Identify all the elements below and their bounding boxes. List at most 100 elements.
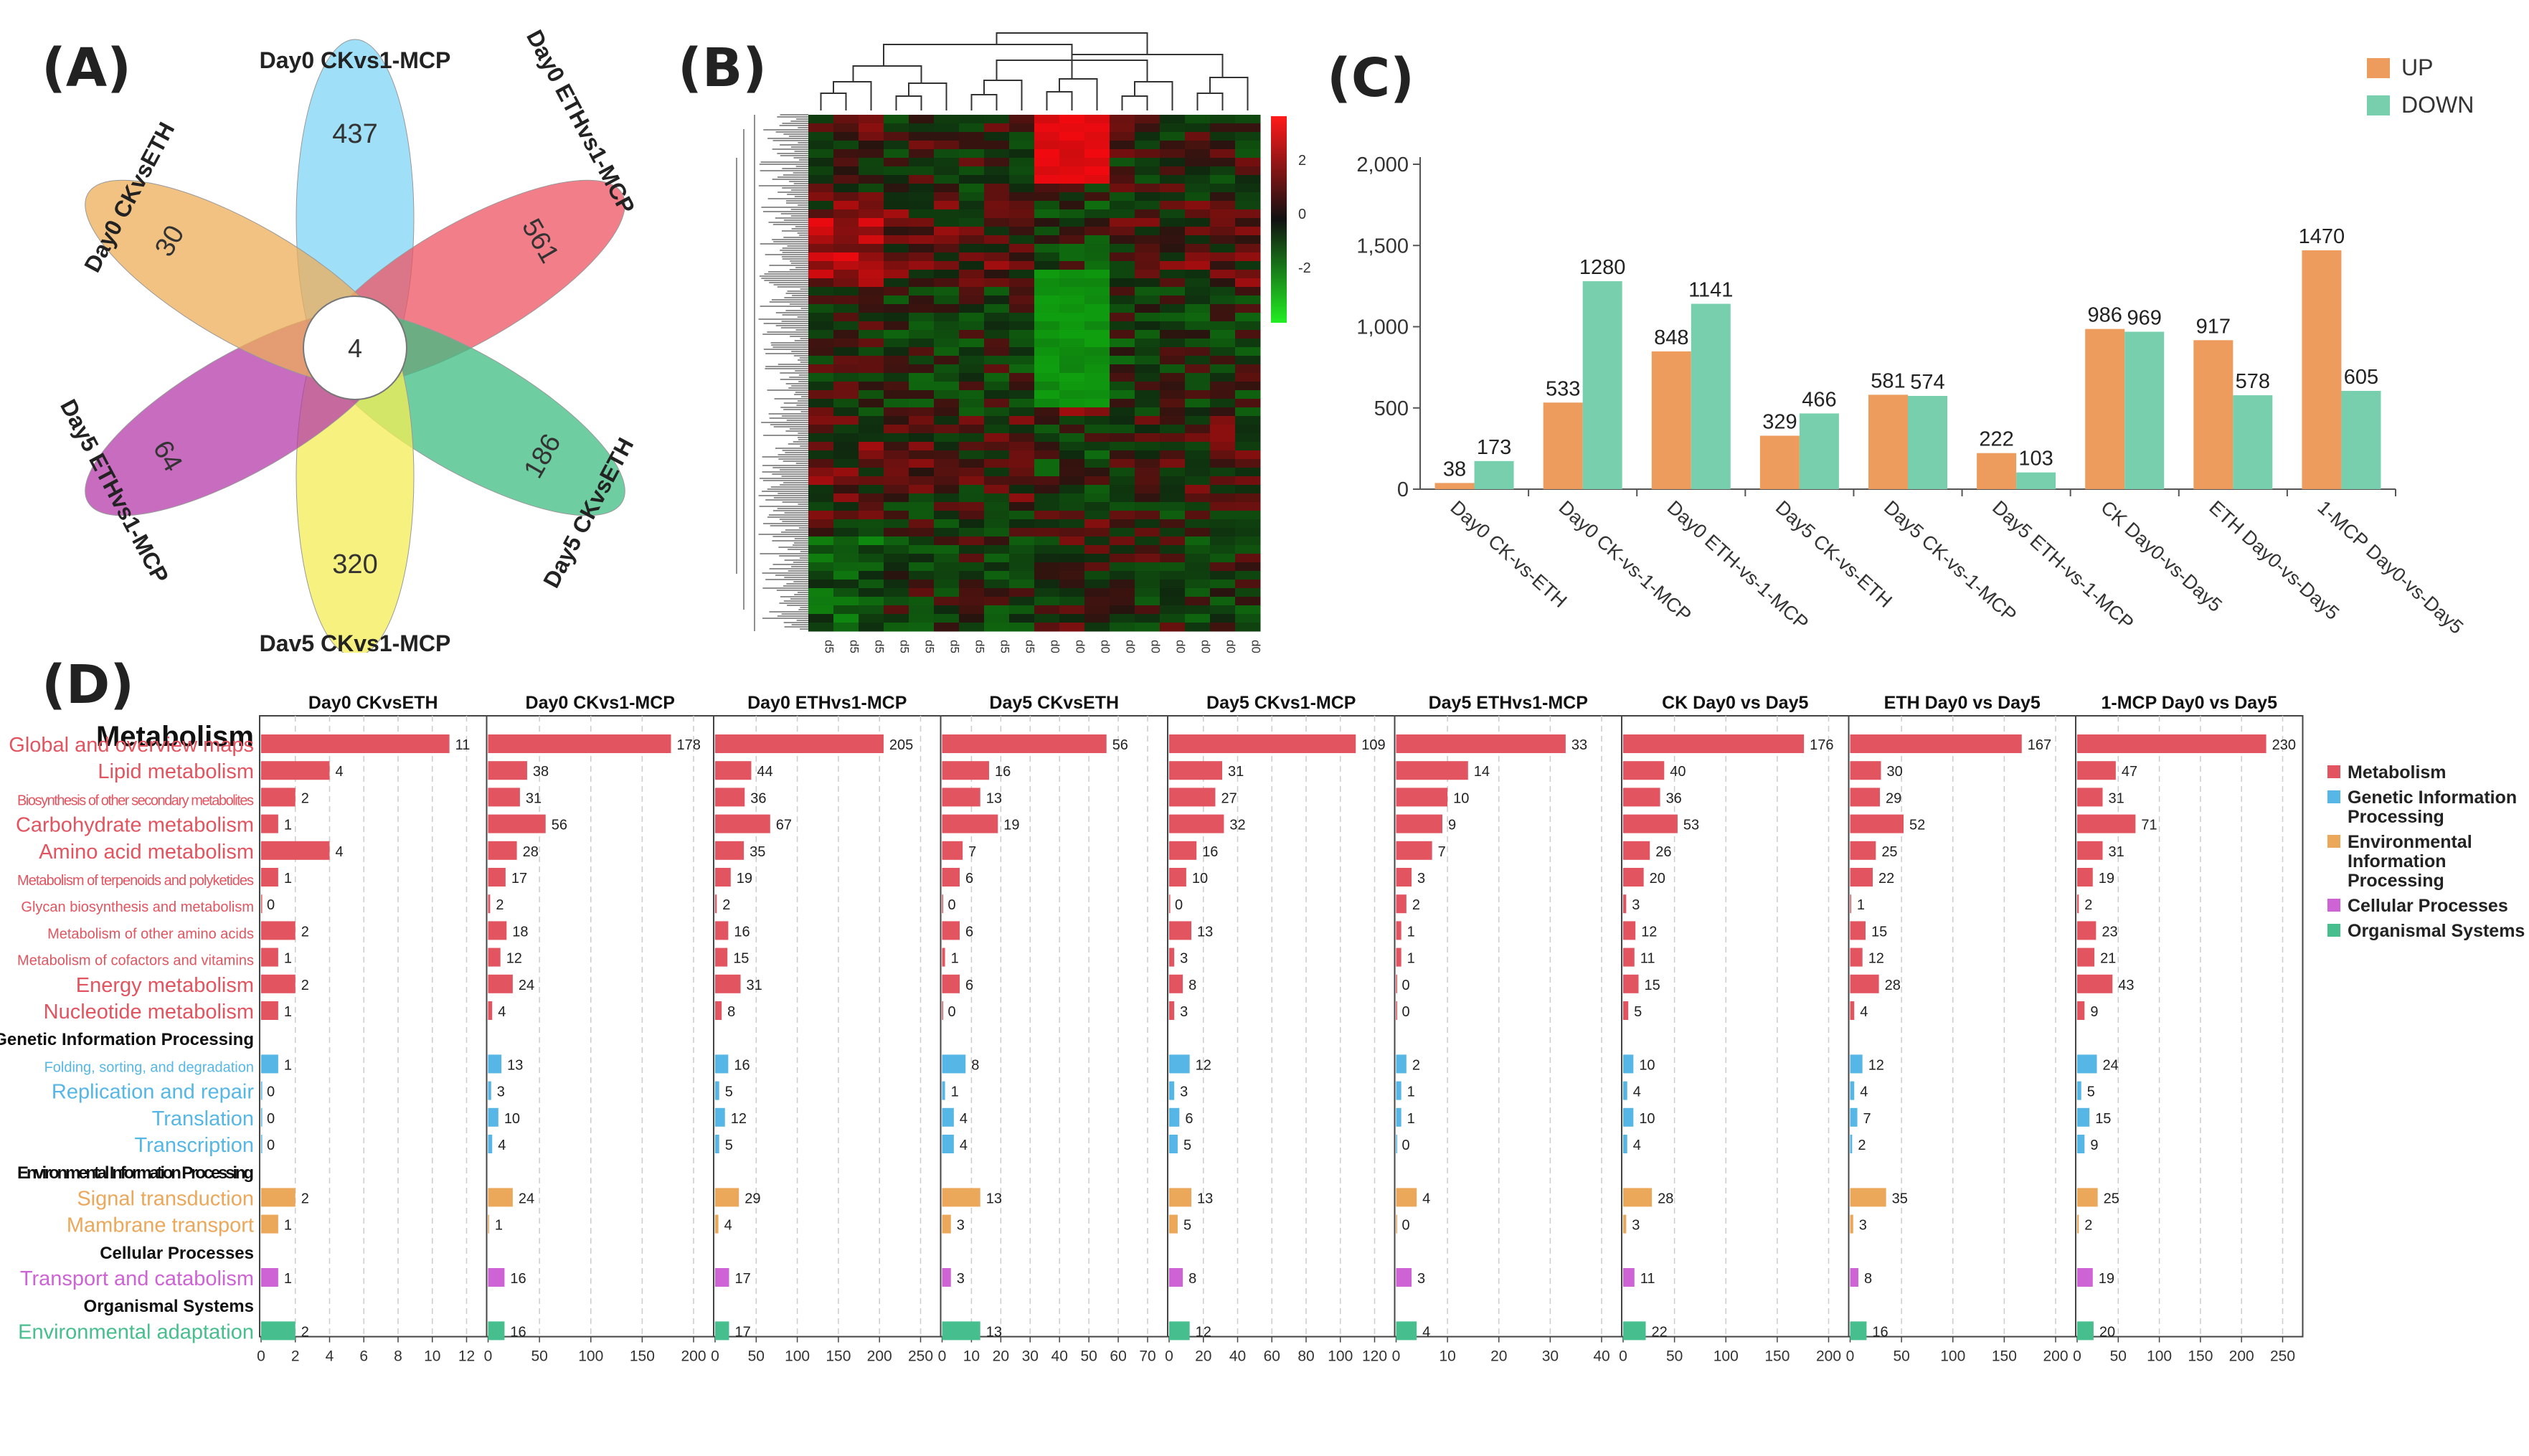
kegg-bar <box>261 947 278 967</box>
x-tick-label: 100 <box>578 1348 603 1365</box>
heatmap-cell <box>1135 511 1160 520</box>
x-tick-label: 150 <box>1764 1348 1790 1365</box>
heatmap-cell <box>1135 528 1160 537</box>
heatmap-left-dendrogram <box>736 114 808 631</box>
dendrogram-link <box>970 94 998 110</box>
heatmap-cell <box>1110 115 1135 124</box>
kegg-bar <box>488 1135 493 1153</box>
heatmap-cell <box>1160 588 1186 597</box>
kegg-bar <box>261 894 263 914</box>
heatmap-cell <box>833 476 859 486</box>
legend-up-label: UP <box>2401 55 2433 80</box>
heatmap-cell <box>808 356 834 365</box>
dendrogram-link <box>1121 95 1148 110</box>
heatmap-cell <box>1110 347 1135 356</box>
heatmap-cell <box>984 485 1010 494</box>
heatmap-cell <box>833 313 859 322</box>
heatmap-cell <box>909 425 935 434</box>
heatmap-cell <box>884 313 909 322</box>
kegg-bar-value: 0 <box>267 1111 275 1127</box>
heatmap-cell <box>1235 158 1261 167</box>
heatmap-cell <box>1059 399 1085 408</box>
kegg-bar <box>488 1001 493 1020</box>
heatmap-cell <box>959 209 985 219</box>
heatmap-cell <box>959 184 985 193</box>
x-tick-label: 50 <box>2110 1348 2127 1365</box>
bar-down-label: 466 <box>1802 388 1836 411</box>
heatmap-cell <box>934 278 960 288</box>
kegg-bar <box>488 974 513 993</box>
x-tick-label: 4 <box>326 1348 334 1365</box>
pathway-label: Energy metabolism <box>76 974 254 997</box>
heatmap-cell <box>1110 459 1135 468</box>
heatmap-cell <box>934 261 960 270</box>
kegg-bar <box>2077 841 2103 860</box>
x-tick-label: 60 <box>1110 1348 1126 1365</box>
heatmap-cell <box>859 623 884 632</box>
heatmap-cell <box>909 330 935 339</box>
heatmap-cell <box>1135 614 1160 623</box>
heatmap-cell <box>1009 149 1035 159</box>
heatmap-cell <box>1009 433 1035 443</box>
legend-label: Environmental Information Processing <box>2348 832 2472 891</box>
kegg-bar-value: 11 <box>455 737 471 753</box>
heatmap-cell <box>1084 597 1110 606</box>
heatmap-sample-label: d5-M-3 <box>973 640 987 653</box>
heatmap-cell <box>1210 373 1236 382</box>
heatmap-cell <box>808 425 834 434</box>
kegg-bar-value: 6 <box>965 978 973 993</box>
heatmap-cell <box>984 252 1010 262</box>
heatmap-cell <box>984 571 1010 580</box>
kegg-bar <box>715 1135 719 1153</box>
heatmap-cell <box>1235 364 1261 374</box>
kegg-bar <box>715 868 731 887</box>
dendrogram-link <box>1059 78 1098 110</box>
bar-down-label: 574 <box>1910 371 1944 394</box>
heatmap-cell <box>808 244 834 253</box>
heatmap-cell <box>1084 399 1110 408</box>
heatmap-cell <box>859 493 884 503</box>
heatmap-cell <box>1059 536 1085 546</box>
heatmap-cell <box>884 261 909 270</box>
x-category-label: Day0 CK-vs-ETH <box>1447 496 1571 612</box>
heatmap-cell <box>1084 278 1110 288</box>
heatmap-cell <box>859 218 884 227</box>
kegg-bar <box>1623 1054 1634 1074</box>
heatmap-cell <box>934 252 960 262</box>
heatmap-cell <box>959 192 985 202</box>
heatmap-cell <box>984 115 1010 124</box>
heatmap-cell <box>1135 261 1160 270</box>
bar-up <box>1434 483 1475 489</box>
heatmap-cell <box>1059 209 1085 219</box>
heatmap-cell <box>1135 554 1160 563</box>
heatmap-cell <box>934 313 960 322</box>
kegg-bar-value: 36 <box>1666 790 1682 806</box>
kegg-bar <box>1396 1107 1401 1127</box>
heatmap-cell <box>808 554 834 563</box>
heatmap-cell <box>959 416 985 425</box>
heatmap-cell <box>959 442 985 451</box>
heatmap-cell <box>1084 115 1110 124</box>
heatmap-cell <box>833 571 859 580</box>
heatmap-cell <box>833 252 859 262</box>
heatmap-cell <box>934 218 960 227</box>
pathway-label: Global and overview maps <box>9 734 254 757</box>
heatmap-cell <box>934 175 960 184</box>
kegg-bar <box>1396 1081 1401 1100</box>
heatmap-cell <box>1059 597 1085 606</box>
kegg-bar <box>942 1214 951 1234</box>
heatmap-cell <box>959 433 985 443</box>
heatmap-top-dendrogram <box>820 32 1249 110</box>
kegg-bar-value: 22 <box>1652 1324 1668 1340</box>
heatmap-cell <box>884 382 909 391</box>
heatmap-cell <box>1110 296 1135 305</box>
heatmap-cell <box>1084 132 1110 141</box>
heatmap-cell <box>884 554 909 563</box>
heatmap-cell <box>1235 356 1261 365</box>
panel-d-label: (D) <box>42 654 135 716</box>
heatmap-cell <box>1009 545 1035 554</box>
heatmap-cell <box>1160 313 1186 322</box>
heatmap-cell <box>884 252 909 262</box>
x-tick-label: 40 <box>1229 1348 1246 1365</box>
heatmap-cell <box>833 425 859 434</box>
